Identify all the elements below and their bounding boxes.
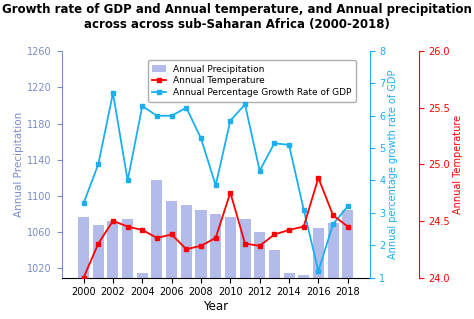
- Annual Percentage Growth Rate of GDP: [169, 114, 174, 118]
- Bar: [93, 225, 104, 319]
- Bar: [283, 273, 294, 319]
- Annual Percentage Growth Rate of GDP: [330, 222, 336, 226]
- Bar: [181, 205, 192, 319]
- Annual Percentage Growth Rate of GDP: [125, 179, 130, 182]
- Bar: [328, 223, 338, 319]
- Annual Percentage Growth Rate of GDP: [345, 204, 351, 208]
- Annual Percentage Growth Rate of GDP: [183, 106, 189, 110]
- Annual Temperature: [95, 242, 101, 246]
- Legend: Annual Precipitation, Annual Temperature, Annual Percentage Growth Rate of GDP: Annual Precipitation, Annual Temperature…: [148, 60, 356, 101]
- Annual Temperature: [286, 228, 292, 232]
- Annual Temperature: [169, 233, 174, 236]
- Annual Percentage Growth Rate of GDP: [154, 114, 160, 118]
- Bar: [166, 201, 177, 319]
- Annual Temperature: [330, 213, 336, 217]
- Bar: [152, 180, 163, 319]
- Annual Temperature: [257, 244, 263, 248]
- Bar: [78, 217, 89, 319]
- Y-axis label: Annual percentage growth rate of GDP: Annual percentage growth rate of GDP: [389, 70, 399, 259]
- Bar: [122, 219, 133, 319]
- Text: Growth rate of GDP and Annual temperature, and Annual precipitation
across acros: Growth rate of GDP and Annual temperatur…: [2, 3, 472, 31]
- Y-axis label: Annual Temperature: Annual Temperature: [453, 115, 463, 214]
- Annual Percentage Growth Rate of GDP: [139, 104, 145, 108]
- Bar: [269, 250, 280, 319]
- Annual Percentage Growth Rate of GDP: [272, 141, 277, 145]
- Annual Percentage Growth Rate of GDP: [242, 102, 248, 106]
- Annual Temperature: [272, 233, 277, 236]
- Bar: [239, 219, 251, 319]
- Bar: [225, 217, 236, 319]
- Bar: [137, 273, 148, 319]
- Annual Temperature: [242, 242, 248, 246]
- Annual Temperature: [213, 236, 219, 240]
- Annual Temperature: [301, 225, 307, 228]
- Bar: [298, 275, 309, 319]
- Annual Temperature: [228, 191, 233, 195]
- Annual Percentage Growth Rate of GDP: [228, 119, 233, 122]
- Annual Temperature: [110, 219, 116, 223]
- Annual Percentage Growth Rate of GDP: [81, 201, 86, 205]
- Annual Temperature: [316, 176, 321, 180]
- Annual Percentage Growth Rate of GDP: [95, 162, 101, 166]
- Line: Annual Percentage Growth Rate of GDP: Annual Percentage Growth Rate of GDP: [81, 91, 350, 273]
- Bar: [254, 232, 265, 319]
- Annual Temperature: [139, 228, 145, 232]
- Annual Temperature: [125, 225, 130, 228]
- Annual Temperature: [81, 276, 86, 279]
- Bar: [313, 228, 324, 319]
- Y-axis label: Annual Precipitation: Annual Precipitation: [14, 112, 24, 217]
- X-axis label: Year: Year: [203, 300, 228, 313]
- Annual Percentage Growth Rate of GDP: [110, 91, 116, 95]
- Annual Percentage Growth Rate of GDP: [316, 269, 321, 273]
- Annual Temperature: [198, 244, 204, 248]
- Annual Percentage Growth Rate of GDP: [286, 143, 292, 147]
- Annual Temperature: [183, 247, 189, 251]
- Annual Percentage Growth Rate of GDP: [213, 183, 219, 187]
- Line: Annual Temperature: Annual Temperature: [81, 175, 350, 280]
- Annual Percentage Growth Rate of GDP: [198, 137, 204, 140]
- Annual Percentage Growth Rate of GDP: [257, 169, 263, 173]
- Annual Percentage Growth Rate of GDP: [301, 208, 307, 211]
- Bar: [108, 221, 118, 319]
- Annual Temperature: [154, 236, 160, 240]
- Annual Temperature: [345, 225, 351, 228]
- Bar: [195, 210, 207, 319]
- Bar: [342, 210, 353, 319]
- Bar: [210, 214, 221, 319]
